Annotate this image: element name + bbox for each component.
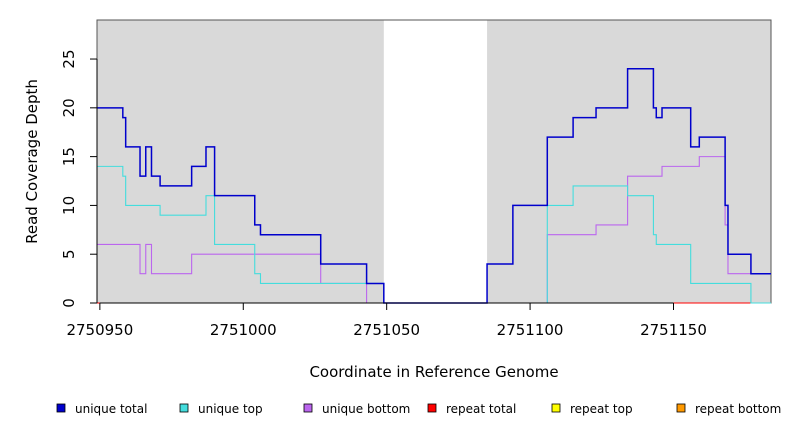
legend-label: repeat top [570, 402, 633, 416]
x-tick-label: 2751050 [353, 321, 420, 339]
shaded-region-2 [487, 20, 771, 303]
x-tick-label: 2750950 [66, 321, 133, 339]
shaded-region-1 [97, 20, 384, 303]
legend-label: repeat total [446, 402, 516, 416]
x-axis: 2750950 2751000 2751050 2751100 2751150 [66, 302, 707, 339]
y-axis-title: Read Coverage Depth [23, 79, 41, 244]
legend-label: unique total [75, 402, 147, 416]
y-tick-label: 25 [60, 49, 78, 68]
legend-swatch-unique-total [56, 403, 66, 413]
y-tick-label: 20 [60, 98, 78, 117]
y-axis: 0 5 10 15 20 25 [60, 49, 98, 308]
y-tick-label: 0 [60, 298, 78, 308]
legend-swatch-repeat-top [551, 403, 561, 413]
legend-swatch-unique-bottom [303, 403, 313, 413]
y-tick-label: 10 [60, 196, 78, 215]
y-tick-label: 5 [60, 249, 78, 259]
y-tick-label: 15 [60, 147, 78, 166]
legend-label: unique bottom [322, 402, 410, 416]
legend-swatch-unique-top [179, 403, 189, 413]
shaded-regions [97, 20, 771, 303]
legend-label: unique top [198, 402, 263, 416]
x-tick-label: 2751000 [210, 321, 277, 339]
legend-label: repeat bottom [695, 402, 781, 416]
legend: unique total unique top unique bottom repea… [56, 402, 781, 416]
x-axis-title: Coordinate in Reference Genome [309, 363, 558, 381]
legend-swatch-repeat-bottom [676, 403, 686, 413]
x-tick-label: 2751150 [640, 321, 707, 339]
x-tick-label: 2751100 [497, 321, 564, 339]
legend-swatch-repeat-total [427, 403, 437, 413]
